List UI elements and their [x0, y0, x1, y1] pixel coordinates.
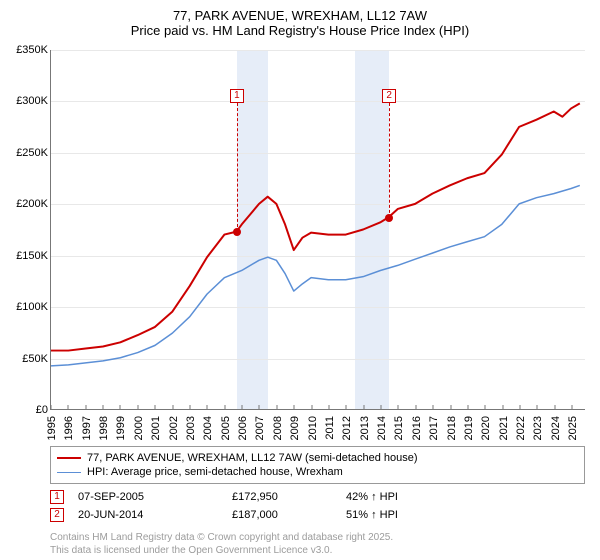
- sale-date: 07-SEP-2005: [78, 491, 218, 503]
- sale-row: 2 20-JUN-2014 £187,000 51% ↑ HPI: [50, 506, 585, 524]
- footnote: Contains HM Land Registry data © Crown c…: [50, 532, 393, 557]
- x-tick: [398, 405, 399, 410]
- title-subtitle: Price paid vs. HM Land Registry's House …: [0, 23, 600, 38]
- chart-plot-area: 12: [50, 50, 585, 410]
- x-tick: [120, 405, 121, 410]
- x-tick: [450, 405, 451, 410]
- y-axis-label: £350K: [0, 44, 48, 56]
- y-axis-label: £300K: [0, 95, 48, 107]
- chart-container: 77, PARK AVENUE, WREXHAM, LL12 7AW Price…: [0, 0, 600, 560]
- legend-row: 77, PARK AVENUE, WREXHAM, LL12 7AW (semi…: [57, 451, 578, 465]
- x-tick: [311, 405, 312, 410]
- marker-index-box: 2: [382, 89, 396, 103]
- sale-index-box: 1: [50, 490, 64, 504]
- sales-table: 1 07-SEP-2005 £172,950 42% ↑ HPI 2 20-JUN-201…: [50, 488, 585, 524]
- legend-swatch: [57, 472, 81, 473]
- x-tick: [328, 405, 329, 410]
- x-tick: [51, 405, 52, 410]
- x-tick: [68, 405, 69, 410]
- marker-dot: [385, 214, 393, 222]
- marker-dot: [233, 228, 241, 236]
- x-tick: [519, 405, 520, 410]
- sale-date: 20-JUN-2014: [78, 509, 218, 521]
- legend-swatch: [57, 457, 81, 459]
- x-axis-label: 2025: [567, 416, 600, 440]
- x-tick: [572, 405, 573, 410]
- legend-label: 77, PARK AVENUE, WREXHAM, LL12 7AW (semi…: [87, 452, 418, 464]
- x-tick: [155, 405, 156, 410]
- x-tick: [103, 405, 104, 410]
- sale-row: 1 07-SEP-2005 £172,950 42% ↑ HPI: [50, 488, 585, 506]
- marker-line: [237, 103, 238, 232]
- marker-index-box: 1: [230, 89, 244, 103]
- x-tick: [172, 405, 173, 410]
- y-axis-label: £150K: [0, 250, 48, 262]
- x-tick: [554, 405, 555, 410]
- x-tick: [137, 405, 138, 410]
- x-tick: [485, 405, 486, 410]
- sale-pct-vs-hpi: 42% ↑ HPI: [346, 491, 585, 503]
- legend-label: HPI: Average price, semi-detached house,…: [87, 466, 343, 478]
- x-tick: [224, 405, 225, 410]
- x-tick: [242, 405, 243, 410]
- sale-price: £172,950: [232, 491, 332, 503]
- sale-pct-vs-hpi: 51% ↑ HPI: [346, 509, 585, 521]
- x-tick: [433, 405, 434, 410]
- x-tick: [537, 405, 538, 410]
- y-axis-label: £0: [0, 404, 48, 416]
- y-axis-label: £250K: [0, 147, 48, 159]
- x-tick: [259, 405, 260, 410]
- sale-price: £187,000: [232, 509, 332, 521]
- x-tick: [189, 405, 190, 410]
- series-line: [51, 103, 580, 350]
- x-tick: [502, 405, 503, 410]
- title-address: 77, PARK AVENUE, WREXHAM, LL12 7AW: [0, 8, 600, 23]
- x-tick: [467, 405, 468, 410]
- y-axis-label: £50K: [0, 353, 48, 365]
- chart-svg: [51, 50, 585, 409]
- y-axis-label: £200K: [0, 198, 48, 210]
- sale-index-box: 2: [50, 508, 64, 522]
- legend-box: 77, PARK AVENUE, WREXHAM, LL12 7AW (semi…: [50, 446, 585, 484]
- x-tick: [415, 405, 416, 410]
- x-tick: [381, 405, 382, 410]
- legend-row: HPI: Average price, semi-detached house,…: [57, 465, 578, 479]
- x-tick: [294, 405, 295, 410]
- x-tick: [363, 405, 364, 410]
- footnote-line-2: This data is licensed under the Open Gov…: [50, 545, 393, 558]
- title-block: 77, PARK AVENUE, WREXHAM, LL12 7AW Price…: [0, 0, 600, 42]
- footnote-line-1: Contains HM Land Registry data © Crown c…: [50, 532, 393, 545]
- x-tick: [346, 405, 347, 410]
- x-tick: [207, 405, 208, 410]
- marker-line: [389, 103, 390, 218]
- x-tick: [276, 405, 277, 410]
- y-axis-label: £100K: [0, 301, 48, 313]
- x-tick: [85, 405, 86, 410]
